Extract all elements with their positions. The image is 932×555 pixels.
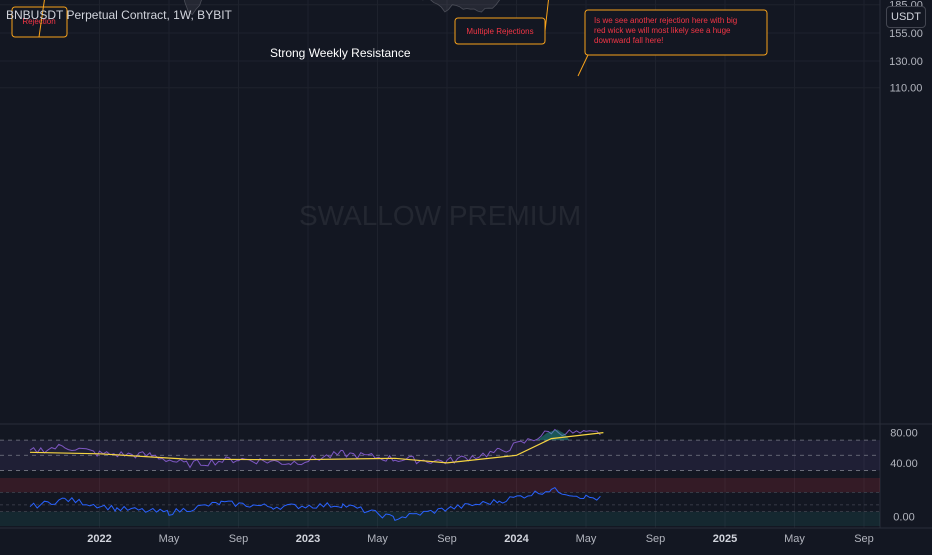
y-tick-label: 185.00 [889,0,923,12]
x-tick-label: 2025 [713,533,737,545]
chart-title: BNBUSDT Perpetual Contract, 1W, BYBIT [6,8,232,22]
x-tick-label: Sep [229,533,249,545]
x-tick-label: May [784,533,805,545]
watermark: SWALLOW PREMIUM [299,200,581,231]
osc-line [29,486,601,522]
osc-tick-label: 0.00 [893,511,914,523]
warning-callout-pointer [577,54,589,77]
x-tick-label: May [576,533,597,545]
x-tick-label: Sep [646,533,666,545]
warning-callout-box [584,9,768,56]
y-tick-label: 110.00 [890,83,923,95]
resistance-label: Strong Weekly Resistance [270,46,411,60]
y-tick-label: 130.00 [889,56,923,68]
warning-callout-line: red wick we will most likely see a huge [594,26,731,35]
rsi-ma-line [29,432,604,464]
multiple-rejections-label: Multiple Rejections [466,27,533,36]
x-tick-label: 2024 [504,533,529,545]
currency-button[interactable]: USDT [886,6,926,28]
warning-callout-line: downward fall here! [594,36,663,45]
y-tick-label: 155.00 [889,28,923,40]
x-tick-label: 2022 [87,533,111,545]
x-tick-label: 2023 [296,533,320,545]
rejection-label: Rejection [22,17,55,26]
x-tick-label: May [159,533,180,545]
osc-lower-band [0,511,880,526]
x-tick-label: Sep [854,533,874,545]
x-tick-label: May [367,533,388,545]
rsi-tick-label: 40.00 [890,458,918,470]
osc-upper-band [0,478,880,493]
rsi-tick-label: 80.00 [890,428,918,440]
bollinger-band [183,0,501,16]
x-tick-label: Sep [437,533,457,545]
warning-callout-line: Is we see another rejection here with bi… [594,16,737,25]
